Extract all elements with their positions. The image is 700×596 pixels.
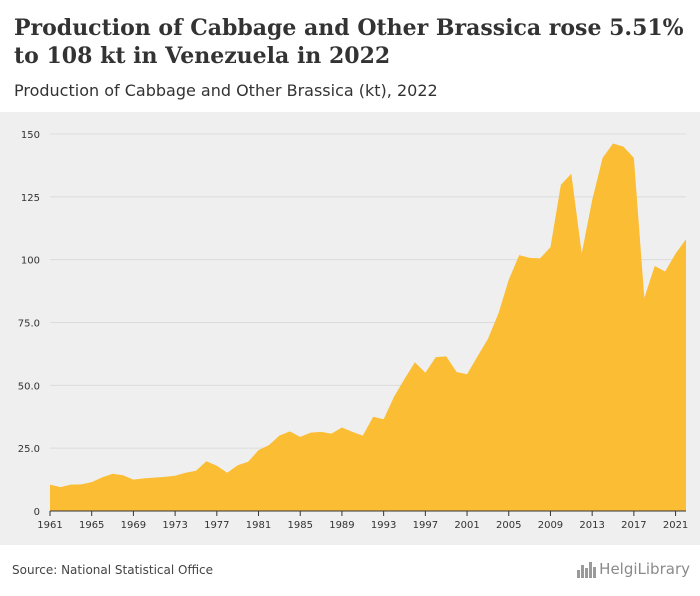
data-point bbox=[309, 431, 312, 434]
data-point bbox=[528, 256, 531, 259]
series-area bbox=[50, 143, 686, 512]
x-tick-label: 1989 bbox=[329, 520, 354, 531]
x-tick-label: 1993 bbox=[371, 520, 396, 531]
data-point bbox=[247, 460, 250, 463]
y-tick-label: 25.0 bbox=[18, 444, 40, 455]
y-tick-label: 100 bbox=[21, 256, 40, 267]
data-point bbox=[622, 145, 625, 148]
x-tick-label: 2013 bbox=[579, 520, 604, 531]
chart-title: Production of Cabbage and Other Brassica… bbox=[14, 15, 684, 69]
data-point bbox=[80, 483, 83, 486]
data-point bbox=[466, 373, 469, 376]
x-tick-label: 1981 bbox=[246, 520, 271, 531]
area-chart: 0 25.0 50.0 75.0 100 125 150 1961 1965 1969 1973 19… bbox=[18, 130, 689, 531]
data-point bbox=[226, 471, 229, 474]
data-point bbox=[497, 312, 500, 315]
data-point bbox=[121, 474, 124, 477]
data-point bbox=[340, 426, 343, 429]
data-point bbox=[111, 472, 114, 475]
logo-bars-icon bbox=[577, 560, 597, 578]
data-point bbox=[570, 172, 573, 175]
data-point bbox=[486, 337, 489, 340]
data-point bbox=[424, 371, 427, 374]
data-point bbox=[174, 474, 177, 477]
data-point bbox=[299, 435, 302, 438]
data-point bbox=[591, 199, 594, 202]
data-point bbox=[455, 371, 458, 374]
data-point bbox=[351, 430, 354, 433]
data-point bbox=[69, 483, 72, 486]
data-point bbox=[445, 355, 448, 358]
x-tick-label: 1985 bbox=[288, 520, 313, 531]
y-tick-label: 125 bbox=[21, 193, 40, 204]
data-point bbox=[580, 252, 583, 255]
data-point bbox=[215, 464, 218, 467]
x-tick-label: 2017 bbox=[621, 520, 646, 531]
data-point bbox=[403, 378, 406, 381]
x-tick-label: 2009 bbox=[538, 520, 563, 531]
data-point bbox=[559, 183, 562, 186]
data-point bbox=[278, 434, 281, 437]
data-point bbox=[257, 449, 260, 452]
data-point bbox=[413, 361, 416, 364]
data-point bbox=[163, 475, 166, 478]
data-point bbox=[49, 483, 52, 486]
data-point bbox=[549, 246, 552, 249]
data-point bbox=[361, 434, 364, 437]
data-point bbox=[153, 476, 156, 479]
data-point bbox=[90, 481, 93, 484]
x-tick-label: 2005 bbox=[496, 520, 521, 531]
data-point bbox=[476, 355, 479, 358]
data-point bbox=[288, 430, 291, 433]
data-point bbox=[685, 238, 688, 241]
x-tick-label: 1973 bbox=[162, 520, 187, 531]
data-point bbox=[674, 252, 677, 255]
data-point bbox=[205, 460, 208, 463]
x-tick-label: 1977 bbox=[204, 520, 229, 531]
data-point bbox=[612, 142, 615, 145]
helgi-library-logo: HelgiLibrary bbox=[577, 560, 690, 578]
data-point bbox=[330, 432, 333, 435]
data-point bbox=[507, 278, 510, 281]
data-point bbox=[518, 254, 521, 257]
data-point bbox=[142, 477, 145, 480]
data-point bbox=[59, 486, 62, 489]
data-point bbox=[382, 418, 385, 421]
logo-text: HelgiLibrary bbox=[599, 560, 690, 578]
data-point bbox=[664, 270, 667, 273]
data-point bbox=[267, 444, 270, 447]
data-point bbox=[320, 430, 323, 433]
data-point bbox=[184, 471, 187, 474]
x-tick-label: 1965 bbox=[79, 520, 104, 531]
data-point bbox=[653, 264, 656, 267]
source-note: Source: National Statistical Office bbox=[12, 563, 214, 577]
y-tick-label: 150 bbox=[21, 130, 40, 141]
x-tick-label: 1997 bbox=[413, 520, 438, 531]
data-point bbox=[194, 469, 197, 472]
data-point bbox=[632, 156, 635, 159]
data-point bbox=[372, 415, 375, 418]
y-tick-label: 0 bbox=[34, 507, 40, 518]
y-tick-label: 75.0 bbox=[18, 319, 40, 330]
chart-subtitle: Production of Cabbage and Other Brassica… bbox=[14, 81, 438, 100]
x-tick-label: 1969 bbox=[121, 520, 146, 531]
data-point bbox=[601, 156, 604, 159]
data-point bbox=[434, 356, 437, 359]
chart-plot-area: 0 25.0 50.0 75.0 100 125 150 1961 1965 1969 1973 19… bbox=[0, 112, 700, 545]
data-point bbox=[236, 464, 239, 467]
x-tick-label: 2001 bbox=[454, 520, 479, 531]
data-point bbox=[643, 296, 646, 299]
data-point bbox=[393, 395, 396, 398]
data-point bbox=[101, 476, 104, 479]
data-point bbox=[132, 478, 135, 481]
x-tick-label: 2021 bbox=[663, 520, 688, 531]
y-tick-label: 50.0 bbox=[18, 381, 40, 392]
data-point bbox=[539, 257, 542, 260]
x-tick-label: 1961 bbox=[37, 520, 62, 531]
